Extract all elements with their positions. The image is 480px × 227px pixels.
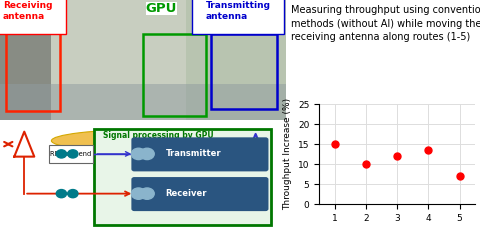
Text: RF front end: RF front end [50, 151, 92, 157]
Circle shape [56, 150, 67, 158]
Text: Signal processing by GPU: Signal processing by GPU [103, 131, 214, 140]
Text: Transmitter: Transmitter [166, 149, 221, 158]
Circle shape [132, 188, 145, 199]
Circle shape [140, 148, 154, 160]
Point [394, 155, 401, 158]
Text: Receiver: Receiver [166, 189, 207, 198]
FancyBboxPatch shape [48, 145, 93, 163]
Bar [51, 0, 186, 120]
Bar [0, 0, 286, 120]
Circle shape [68, 190, 78, 198]
Point [362, 163, 370, 166]
Text: Measuring throughput using conventional
methods (without AI) while moving the
re: Measuring throughput using conventional … [291, 5, 480, 42]
Circle shape [68, 150, 78, 158]
Circle shape [140, 188, 154, 199]
Circle shape [132, 148, 145, 160]
FancyBboxPatch shape [132, 137, 268, 171]
Circle shape [56, 190, 67, 198]
Bar [186, 0, 286, 120]
Point [331, 142, 339, 145]
Text: GPU: GPU [145, 2, 177, 15]
Bar [0, 0, 51, 120]
Text: Receiving
antenna: Receiving antenna [3, 1, 52, 20]
Text: Transmitting
antenna: Transmitting antenna [205, 1, 271, 20]
Point [456, 175, 463, 178]
Y-axis label: Throughput Increase (%): Throughput Increase (%) [283, 98, 292, 210]
Point [424, 148, 432, 152]
Bar [0, 84, 286, 120]
FancyBboxPatch shape [94, 129, 271, 225]
FancyBboxPatch shape [132, 177, 268, 211]
Ellipse shape [51, 129, 246, 152]
